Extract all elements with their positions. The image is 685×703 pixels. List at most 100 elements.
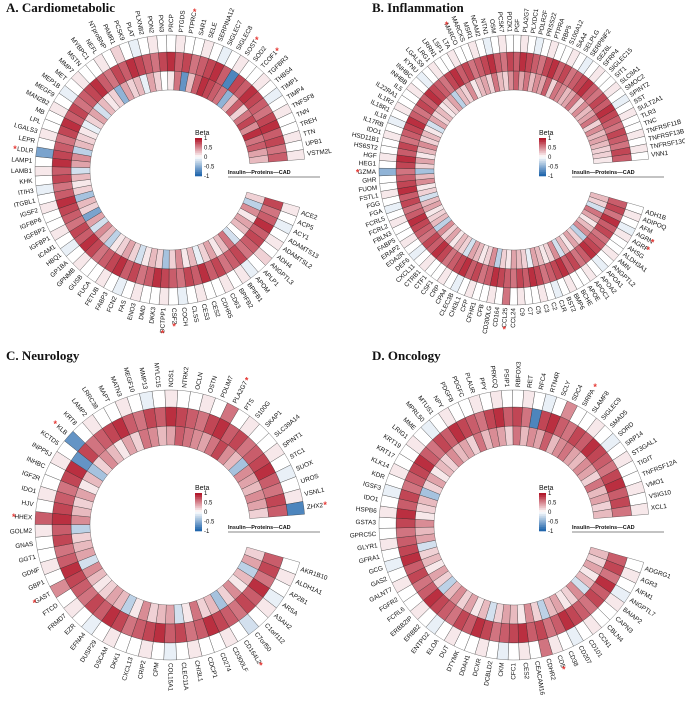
- gene-label: IL5: [392, 82, 404, 93]
- heat-cell-proteins-gzma: [395, 168, 416, 176]
- heat-cell-cad-rbfox3: [512, 389, 524, 408]
- legend-tick: 0.5: [548, 146, 557, 152]
- legend-swatch: [539, 504, 546, 507]
- heat-cell-proteins-prcp: [166, 51, 176, 72]
- legend-swatch: [195, 164, 202, 167]
- gene-label: CXCL13: [121, 656, 135, 682]
- gene-label: COL15A1: [166, 663, 173, 692]
- significance-star: *: [161, 328, 165, 338]
- gene-label: FSTL1: [359, 192, 380, 203]
- heat-cell-cad-prcp: [166, 34, 177, 53]
- gene-label: AGR3: [639, 576, 658, 589]
- legend-swatch: [195, 504, 202, 507]
- legend-swatch: [195, 498, 202, 501]
- legend-tick: 0: [204, 510, 208, 516]
- heat-cell-proteins-nos1: [165, 406, 177, 427]
- legend-swatch: [539, 172, 546, 175]
- gene-label: C1R: [557, 299, 568, 314]
- gene-label: DCXR: [472, 657, 483, 677]
- heat-cell-proteins-psip1: [502, 406, 514, 427]
- heat-cell-cad-golm2: [34, 524, 53, 538]
- gene-label: HS6ST2: [353, 141, 378, 152]
- legend-swatch: [539, 160, 546, 163]
- gene-label: IGSF3: [362, 481, 382, 493]
- gene-label: KCTD5: [39, 429, 60, 447]
- heat-cell-cad-pdzk1: [505, 34, 514, 53]
- legend-tick: 1: [204, 491, 208, 497]
- significance-star: *: [13, 144, 17, 154]
- legend-tick: 0.5: [548, 501, 557, 507]
- gene-label: HGF: [363, 152, 377, 160]
- legend-swatch: [539, 519, 546, 522]
- panel-oncology: D. OncologyADGRG1AGR3AIFM1ANGPTL7BAIAP2C…: [350, 348, 679, 696]
- significance-star: *: [255, 35, 259, 45]
- gene-label: HEG1: [359, 160, 377, 168]
- gene-label: SUOX: [295, 459, 315, 473]
- gene-label: NTN1: [479, 18, 489, 36]
- gene-label: PLXNB2: [133, 10, 145, 36]
- heat-cell-proteins-cfc1: [508, 623, 519, 644]
- legend-swatch: [195, 162, 202, 165]
- legend-swatch: [539, 143, 546, 146]
- heat-cell-proteins-pgf: [513, 51, 521, 72]
- significance-star: *: [275, 46, 279, 56]
- gene-label: MMP13: [138, 367, 149, 390]
- legend-swatch: [539, 494, 546, 498]
- gene-label: IDO1: [363, 494, 379, 504]
- legend-swatch: [195, 139, 202, 143]
- gene-label: PSIP1: [502, 369, 510, 388]
- heat-cell-cad-psip1: [501, 389, 513, 408]
- gene-label: PDLIM7: [220, 374, 235, 398]
- heat-cell-cad-gsta3: [378, 516, 397, 529]
- gene-label: CD5: [555, 654, 566, 669]
- gene-label: TNN: [296, 107, 311, 119]
- gene-label: EZR: [63, 622, 77, 636]
- gene-label: DDAH1: [458, 654, 472, 677]
- gene-label: MB: [34, 106, 46, 116]
- heat-cell-cad-gzma: [378, 167, 397, 177]
- legend-swatch: [539, 521, 546, 524]
- panel-title: D. Oncology: [372, 348, 441, 363]
- gene-label: FGG: [366, 200, 381, 210]
- gene-label: SCLY: [560, 379, 573, 397]
- gene-label: C3: [541, 304, 550, 314]
- legend-tick: 1: [548, 136, 552, 142]
- gene-label: CD300LF: [230, 646, 249, 674]
- gene-label: PTPRC: [188, 11, 198, 34]
- gene-label: LDLR: [17, 146, 35, 155]
- gene-label: LEPR: [18, 135, 36, 145]
- legend-swatch: [539, 170, 546, 173]
- panel-title: C. Neurology: [6, 348, 80, 363]
- legend-swatch: [195, 141, 202, 144]
- legend-tick: 0: [548, 155, 552, 161]
- gene-label: AKR1B10: [299, 566, 328, 582]
- gene-label: PLAT: [124, 22, 135, 39]
- legend-swatch: [195, 151, 202, 154]
- gene-label: RFC4: [538, 372, 548, 390]
- panel-title: A. Cardiometabolic: [6, 0, 115, 15]
- gene-label: OCLN: [194, 371, 204, 390]
- significance-star: *: [651, 237, 655, 247]
- gene-label: KDR: [370, 470, 385, 481]
- gene-label: CD300LG: [482, 305, 494, 334]
- gene-label: FTCD: [42, 602, 60, 618]
- gene-label: DCBLD2: [483, 660, 494, 686]
- gene-label: GCG: [368, 565, 384, 576]
- legend-tick: -1: [548, 529, 554, 535]
- gene-label: CPM: [152, 662, 160, 677]
- gene-label: ACE2: [300, 210, 318, 222]
- gene-label: GFRA1: [358, 554, 381, 566]
- heat-cell-insulin-gsta3: [414, 519, 435, 528]
- gene-label: CCL24: [510, 308, 517, 328]
- gene-label: VSNL1: [304, 487, 326, 498]
- legend-swatch: [195, 174, 202, 177]
- gene-label: CRIP2: [137, 659, 148, 679]
- heat-cell-cad-zhx2: [286, 501, 305, 516]
- gene-label: DCTPP1: [159, 307, 167, 333]
- significance-star: *: [12, 512, 16, 522]
- legend-swatch: [195, 170, 202, 173]
- gene-label: CSF2: [170, 308, 177, 325]
- heat-cell-insulin-col15a1: [165, 604, 175, 625]
- gene-label: NOS1: [168, 369, 175, 387]
